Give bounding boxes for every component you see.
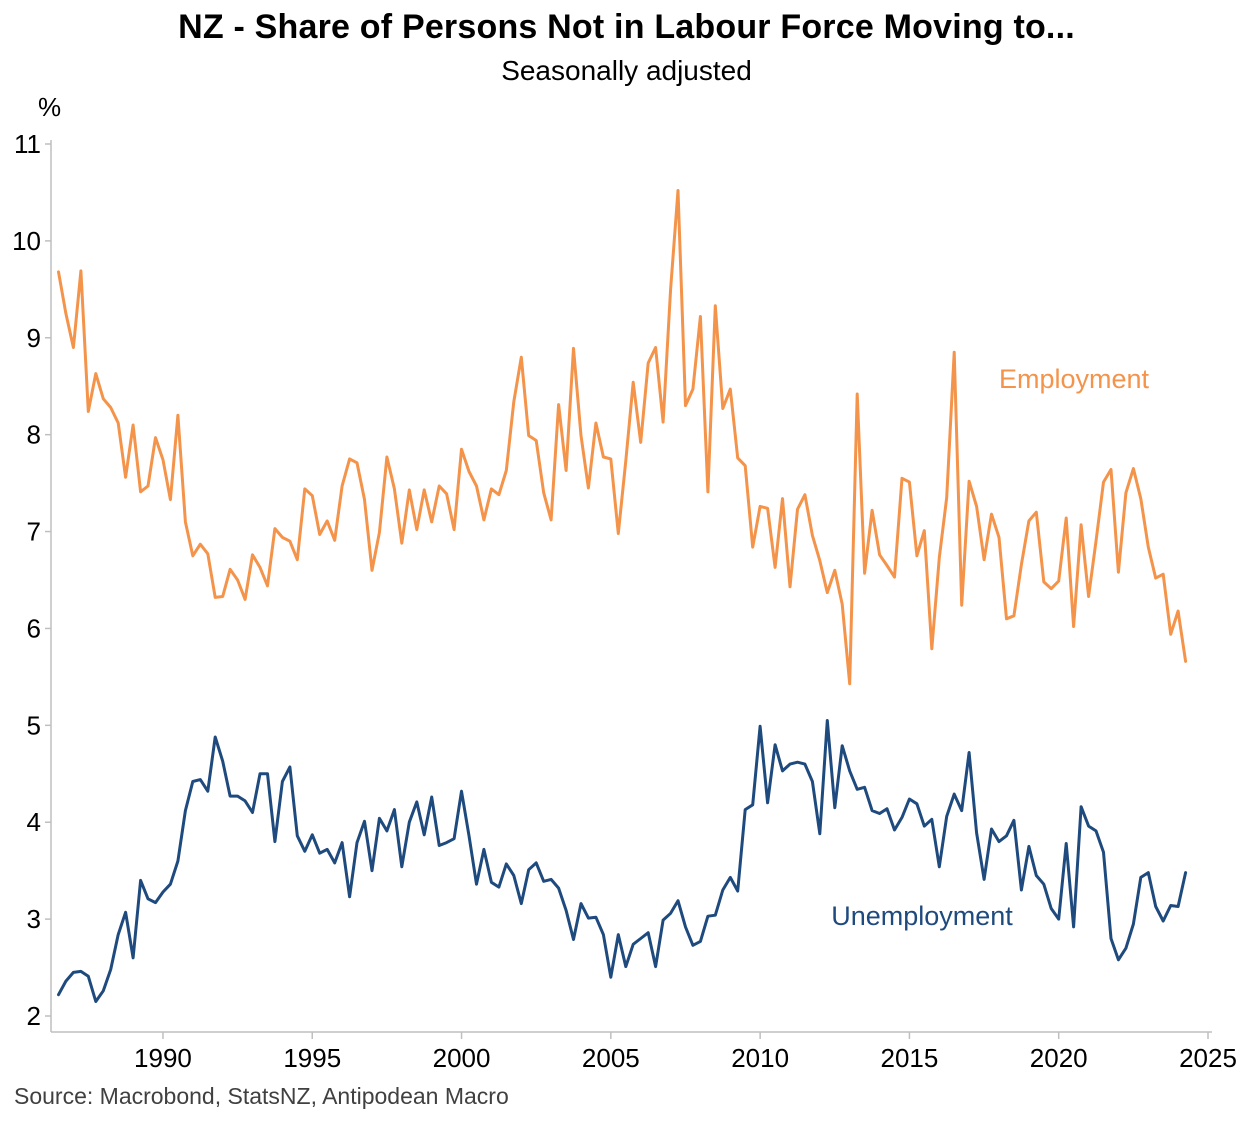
- x-tick-label: 2015: [880, 1043, 938, 1073]
- y-tick-label: 7: [27, 517, 41, 547]
- x-tick-label: 2005: [582, 1043, 640, 1073]
- y-tick-label: 2: [27, 1001, 41, 1031]
- series-label-unemployment: Unemployment: [831, 901, 1013, 931]
- y-tick-label: 9: [27, 323, 41, 353]
- x-tick-label: 1995: [283, 1043, 341, 1073]
- y-tick-label: 11: [14, 129, 41, 159]
- x-tick-label: 2000: [433, 1043, 491, 1073]
- x-tick-label: 2020: [1030, 1043, 1088, 1073]
- chart-title: NZ - Share of Persons Not in Labour Forc…: [178, 8, 1075, 46]
- y-tick-label: 6: [27, 613, 41, 643]
- y-axis-unit: %: [38, 92, 62, 122]
- y-tick-label: 3: [27, 904, 41, 934]
- series-label-employment: Employment: [999, 364, 1150, 394]
- chart-subtitle: Seasonally adjusted: [501, 55, 752, 86]
- series-line-unemployment: [57, 719, 1188, 1003]
- y-tick-label: 5: [27, 710, 41, 740]
- series-line-employment: [57, 189, 1188, 686]
- x-tick-label: 2010: [731, 1043, 789, 1073]
- y-tick-label: 10: [12, 226, 41, 256]
- x-tick-label: 2025: [1179, 1043, 1237, 1073]
- source-note: Source: Macrobond, StatsNZ, Antipodean M…: [14, 1083, 509, 1109]
- y-tick-label: 4: [27, 807, 41, 837]
- x-tick-label: 1990: [134, 1043, 192, 1073]
- y-tick-label: 8: [27, 420, 41, 450]
